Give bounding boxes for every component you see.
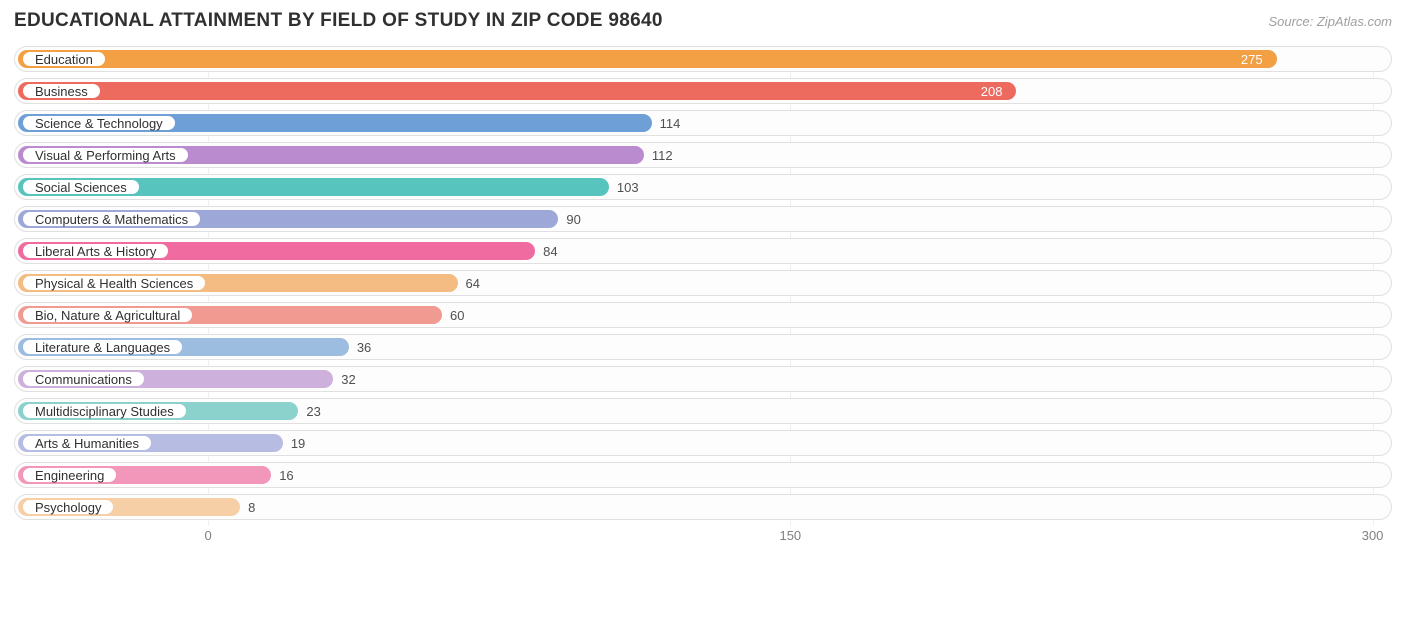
bar-value: 60: [450, 303, 464, 327]
bar-row: Science & Technology 114: [14, 110, 1392, 136]
bar-fill: [18, 82, 1016, 100]
bar-value: 208: [981, 79, 1003, 103]
bar-value: 19: [291, 431, 305, 455]
bar-row: Business 208: [14, 78, 1392, 104]
chart-source: Source: ZipAtlas.com: [1268, 14, 1392, 29]
bar-value: 275: [1241, 47, 1263, 71]
x-axis: 0 150 300: [14, 526, 1392, 550]
bar-label-pill: Liberal Arts & History: [21, 242, 170, 260]
bar-row: Social Sciences 103: [14, 174, 1392, 200]
x-tick: 150: [779, 528, 801, 543]
bar-label-pill: Business: [21, 82, 102, 100]
bar-label-pill: Multidisciplinary Studies: [21, 402, 188, 420]
bar-row: Physical & Health Sciences 64: [14, 270, 1392, 296]
bar-label-pill: Education: [21, 50, 107, 68]
bar-label-pill: Physical & Health Sciences: [21, 274, 207, 292]
bar-row: Literature & Languages 36: [14, 334, 1392, 360]
bar-value: 90: [566, 207, 580, 231]
bar-value: 23: [306, 399, 320, 423]
bar-label-pill: Visual & Performing Arts: [21, 146, 190, 164]
bar-value: 36: [357, 335, 371, 359]
chart-title: EDUCATIONAL ATTAINMENT BY FIELD OF STUDY…: [14, 10, 663, 32]
bar-label-pill: Psychology: [21, 498, 115, 516]
bar-label-pill: Arts & Humanities: [21, 434, 153, 452]
bar-row: Arts & Humanities 19: [14, 430, 1392, 456]
bar-row: Communications 32: [14, 366, 1392, 392]
bar-label-pill: Literature & Languages: [21, 338, 184, 356]
chart-header: EDUCATIONAL ATTAINMENT BY FIELD OF STUDY…: [14, 10, 1392, 32]
bar-label-pill: Computers & Mathematics: [21, 210, 202, 228]
bar-row: Engineering 16: [14, 462, 1392, 488]
bar-label-pill: Bio, Nature & Agricultural: [21, 306, 194, 324]
bar-label-pill: Social Sciences: [21, 178, 141, 196]
bar-label-pill: Science & Technology: [21, 114, 177, 132]
bar-row: Multidisciplinary Studies 23: [14, 398, 1392, 424]
bar-value: 84: [543, 239, 557, 263]
bar-value: 112: [652, 143, 673, 167]
bar-chart: Education 275 Business 208 Science & Technol…: [14, 46, 1392, 550]
bar-value: 8: [248, 495, 255, 519]
bar-row: Education 275: [14, 46, 1392, 72]
bar-row: Liberal Arts & History 84: [14, 238, 1392, 264]
bar-row: Visual & Performing Arts 112: [14, 142, 1392, 168]
bar-row: Computers & Mathematics 90: [14, 206, 1392, 232]
bar-value: 114: [660, 111, 681, 135]
bar-value: 64: [466, 271, 480, 295]
bar-row: Bio, Nature & Agricultural 60: [14, 302, 1392, 328]
bar-value: 16: [279, 463, 293, 487]
x-tick: 0: [204, 528, 211, 543]
bar-row: Psychology 8: [14, 494, 1392, 520]
bar-label-pill: Engineering: [21, 466, 118, 484]
bar-label-pill: Communications: [21, 370, 146, 388]
bar-value: 103: [617, 175, 639, 199]
bar-fill: [18, 50, 1277, 68]
x-tick: 300: [1362, 528, 1384, 543]
bar-value: 32: [341, 367, 355, 391]
